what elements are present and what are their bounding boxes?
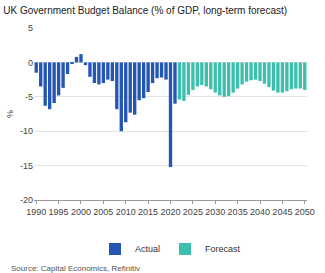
svg-text:Actual: Actual — [135, 244, 160, 254]
svg-text:-10: -10 — [20, 126, 33, 136]
svg-text:1995: 1995 — [49, 207, 69, 217]
svg-text:2005: 2005 — [93, 207, 113, 217]
svg-text:2020: 2020 — [160, 207, 180, 217]
svg-text:2010: 2010 — [116, 207, 136, 217]
svg-text:2050: 2050 — [295, 207, 315, 217]
svg-text:-20: -20 — [20, 195, 33, 205]
svg-text:2035: 2035 — [228, 207, 248, 217]
svg-text:%: % — [5, 110, 15, 118]
svg-text:Forecast: Forecast — [205, 244, 241, 254]
svg-text:2015: 2015 — [138, 207, 158, 217]
svg-text:2025: 2025 — [183, 207, 203, 217]
svg-text:2040: 2040 — [250, 207, 270, 217]
svg-text:0: 0 — [28, 58, 33, 68]
svg-text:2045: 2045 — [272, 207, 292, 217]
svg-text:2030: 2030 — [205, 207, 225, 217]
svg-text:-5: -5 — [25, 92, 33, 102]
svg-text:2000: 2000 — [71, 207, 91, 217]
svg-text:1990: 1990 — [26, 207, 46, 217]
svg-text:UK Government Budget Balance (: UK Government Budget Balance (% of GDP, … — [3, 5, 287, 16]
svg-text:Source: Capital Economics, Ref: Source: Capital Economics, Refinitiv — [11, 264, 140, 273]
svg-text:-15: -15 — [20, 161, 33, 171]
svg-text:5: 5 — [28, 23, 33, 33]
